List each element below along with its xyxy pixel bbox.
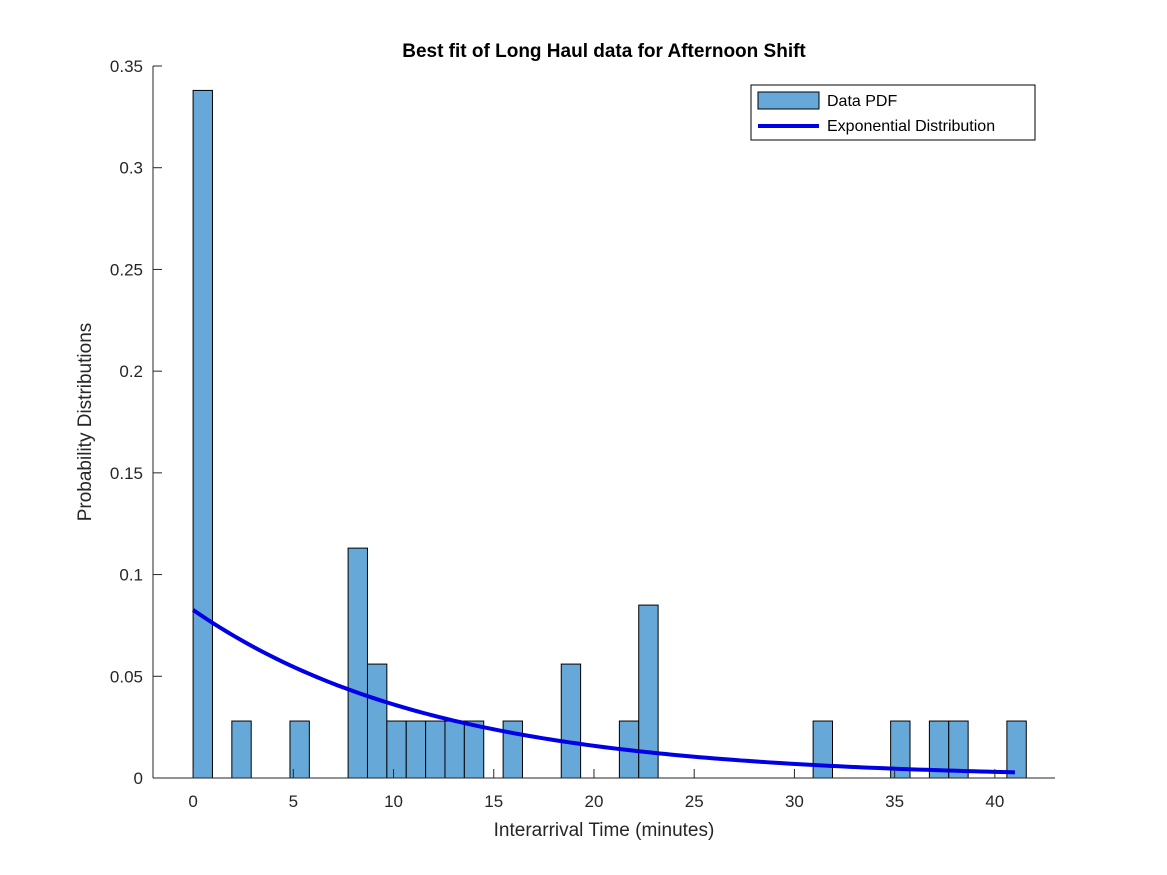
- exponential-fit-line: [191, 608, 1015, 775]
- histogram-bar: [192, 89, 213, 779]
- axes: 0 5 10 15 20 25 30 35 40 0 0.05 0.1 0.15 0.2 0.25 0.3 0.…: [110, 57, 1055, 811]
- x-tick-label: 20: [585, 792, 604, 811]
- histogram-bar: [812, 720, 834, 779]
- legend-swatch-data-pdf: [757, 91, 820, 110]
- legend: Data PDF Exponential Distribution: [750, 84, 1036, 141]
- histogram-bar: [463, 720, 485, 779]
- y-tick-label: 0.35: [110, 57, 143, 76]
- x-tick-label: 5: [289, 792, 298, 811]
- y-tick-label: 0.15: [110, 464, 143, 483]
- x-tick-label: 25: [685, 792, 704, 811]
- x-tick-label: 15: [484, 792, 503, 811]
- y-tick-label: 0.05: [110, 667, 143, 686]
- histogram-bar: [502, 720, 523, 779]
- histogram-bar: [386, 720, 407, 779]
- y-tick-label: 0.1: [119, 566, 143, 585]
- y-tick-label: 0.3: [119, 159, 143, 178]
- x-tick-label: 40: [985, 792, 1004, 811]
- histogram-bar: [444, 720, 465, 779]
- histogram-bar: [347, 547, 368, 779]
- y-axis-label: Probability Distributions: [75, 323, 96, 522]
- histogram-bar: [405, 720, 427, 779]
- legend-label-exponential: Exponential Distribution: [827, 118, 995, 135]
- histogram-bars: [192, 89, 1027, 779]
- x-tick-label: 35: [885, 792, 904, 811]
- x-tick-label: 10: [384, 792, 403, 811]
- y-tick-label: 0: [134, 769, 143, 788]
- chart-title: Best fit of Long Haul data for Afternoon…: [402, 41, 806, 62]
- histogram-bar: [231, 720, 252, 779]
- x-tick-label: 0: [188, 792, 197, 811]
- legend-label-data-pdf: Data PDF: [827, 93, 897, 110]
- x-axis-label: Interarrival Time (minutes): [494, 820, 715, 841]
- x-tick-label: 30: [785, 792, 804, 811]
- histogram-bar: [1006, 720, 1027, 779]
- histogram-bar: [366, 663, 388, 779]
- histogram-bar: [560, 663, 582, 779]
- y-tick-label: 0.2: [119, 362, 143, 381]
- y-tick-label: 0.25: [110, 260, 143, 279]
- histogram-bar: [425, 720, 446, 779]
